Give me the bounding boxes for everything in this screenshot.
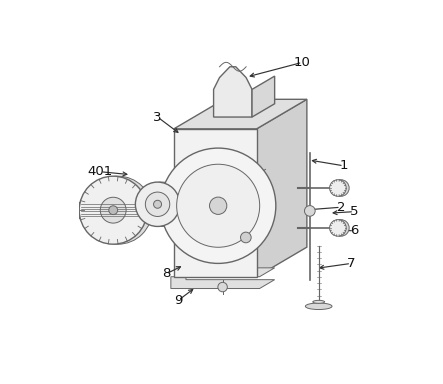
Polygon shape [171, 268, 275, 288]
Text: 1: 1 [340, 159, 348, 172]
Polygon shape [174, 99, 307, 129]
Circle shape [330, 180, 346, 196]
Circle shape [160, 148, 276, 263]
Circle shape [218, 282, 227, 292]
Text: 2: 2 [337, 201, 345, 214]
Polygon shape [252, 76, 275, 117]
Ellipse shape [313, 300, 325, 303]
Text: 3: 3 [153, 111, 162, 124]
Circle shape [304, 205, 315, 216]
Polygon shape [256, 99, 307, 277]
Circle shape [100, 197, 126, 223]
Text: 6: 6 [350, 224, 358, 237]
Circle shape [109, 206, 118, 215]
Circle shape [333, 220, 349, 236]
Text: 4: 4 [86, 192, 95, 205]
Circle shape [140, 182, 184, 227]
Text: 401: 401 [88, 165, 113, 178]
Circle shape [330, 220, 346, 236]
Circle shape [136, 182, 180, 227]
Text: 9: 9 [174, 294, 183, 307]
Text: 7: 7 [347, 257, 355, 270]
Polygon shape [214, 67, 252, 117]
Circle shape [154, 200, 162, 208]
Circle shape [210, 197, 227, 214]
Polygon shape [174, 129, 256, 277]
Text: 10: 10 [294, 56, 311, 69]
Circle shape [79, 176, 147, 244]
Text: 5: 5 [350, 205, 358, 218]
Text: 8: 8 [162, 267, 171, 280]
Circle shape [145, 192, 170, 217]
Circle shape [84, 176, 152, 244]
Circle shape [241, 232, 251, 243]
Ellipse shape [305, 303, 332, 310]
Circle shape [177, 164, 260, 247]
Polygon shape [79, 202, 147, 218]
Circle shape [333, 180, 349, 196]
